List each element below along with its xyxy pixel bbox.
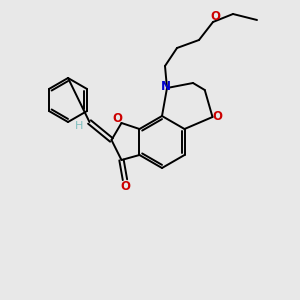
Text: H: H bbox=[75, 121, 84, 131]
Text: N: N bbox=[161, 80, 171, 94]
Text: O: O bbox=[120, 180, 130, 193]
Text: O: O bbox=[210, 10, 220, 22]
Text: O: O bbox=[212, 110, 223, 124]
Text: O: O bbox=[112, 112, 122, 124]
